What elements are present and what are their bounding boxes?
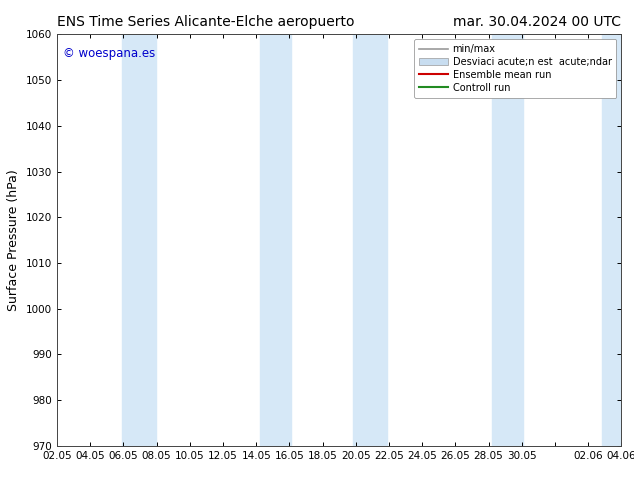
Bar (353, 34, 387, 446)
Bar (260, 34, 291, 446)
Bar (602, 34, 621, 446)
Bar (491, 34, 522, 446)
Text: mar. 30.04.2024 00 UTC: mar. 30.04.2024 00 UTC (453, 15, 621, 29)
Text: ENS Time Series Alicante-Elche aeropuerto: ENS Time Series Alicante-Elche aeropuert… (57, 15, 354, 29)
Y-axis label: Surface Pressure (hPa): Surface Pressure (hPa) (8, 169, 20, 311)
Bar (122, 34, 156, 446)
Text: © woespana.es: © woespana.es (63, 47, 155, 60)
Legend: min/max, Desviaci acute;n est  acute;ndar, Ensemble mean run, Controll run: min/max, Desviaci acute;n est acute;ndar… (414, 39, 616, 98)
